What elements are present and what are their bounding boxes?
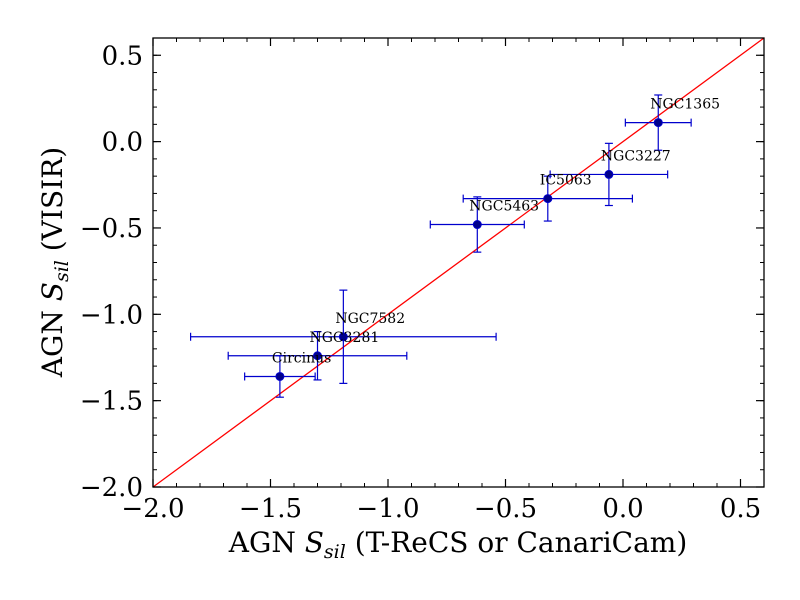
point-label: NGC3227 [601,148,671,164]
point-label: NGC1365 [650,97,720,113]
y-axis-title: AGN Ssil (VISIR) [36,147,73,378]
x-axis-title: AGN Ssil (T-ReCS or CanariCam) [228,526,688,563]
one-to-one-line [153,38,764,487]
data-point [275,371,285,381]
plot-frame [152,37,765,488]
y-tick-label: 0.0 [102,128,143,158]
data-point [653,118,663,128]
x-tick-label: −0.5 [474,494,537,524]
y-tick-label: −2.0 [80,473,143,503]
data-point [543,194,553,204]
x-tick-label: 0.0 [602,494,643,524]
x-axis-title-subscript: sil [324,541,346,563]
point-label: NGC5463 [469,199,539,215]
x-tick-label: 0.5 [720,494,761,524]
y-axis-title-subscript: sil [51,260,73,282]
x-tick-label: −2.0 [121,494,184,524]
data-point [472,220,482,230]
y-tick-label: −1.5 [80,387,143,417]
point-label: NGC7582 [335,311,405,327]
y-axis-title-suffix: (VISIR) [36,147,69,260]
y-axis-title-prefix: AGN [36,301,69,378]
y-tick-label: −1.0 [80,300,143,330]
x-tick-label: −1.5 [239,494,302,524]
y-tick-label: −0.5 [80,214,143,244]
point-label: Circinus [272,350,331,366]
data-point [338,332,348,342]
y-axis-title-symbol: S [36,282,69,301]
x-tick-label: −1.0 [356,494,419,524]
x-axis-title-prefix: AGN [228,526,305,559]
data-point [604,169,614,179]
x-axis-title-suffix: (T-ReCS or CanariCam) [346,526,687,559]
y-tick-label: 0.5 [102,41,143,71]
point-label: NGC3281 [310,330,380,346]
x-axis-title-symbol: S [305,526,324,559]
point-label: IC5063 [540,173,592,189]
data-point [313,351,322,361]
